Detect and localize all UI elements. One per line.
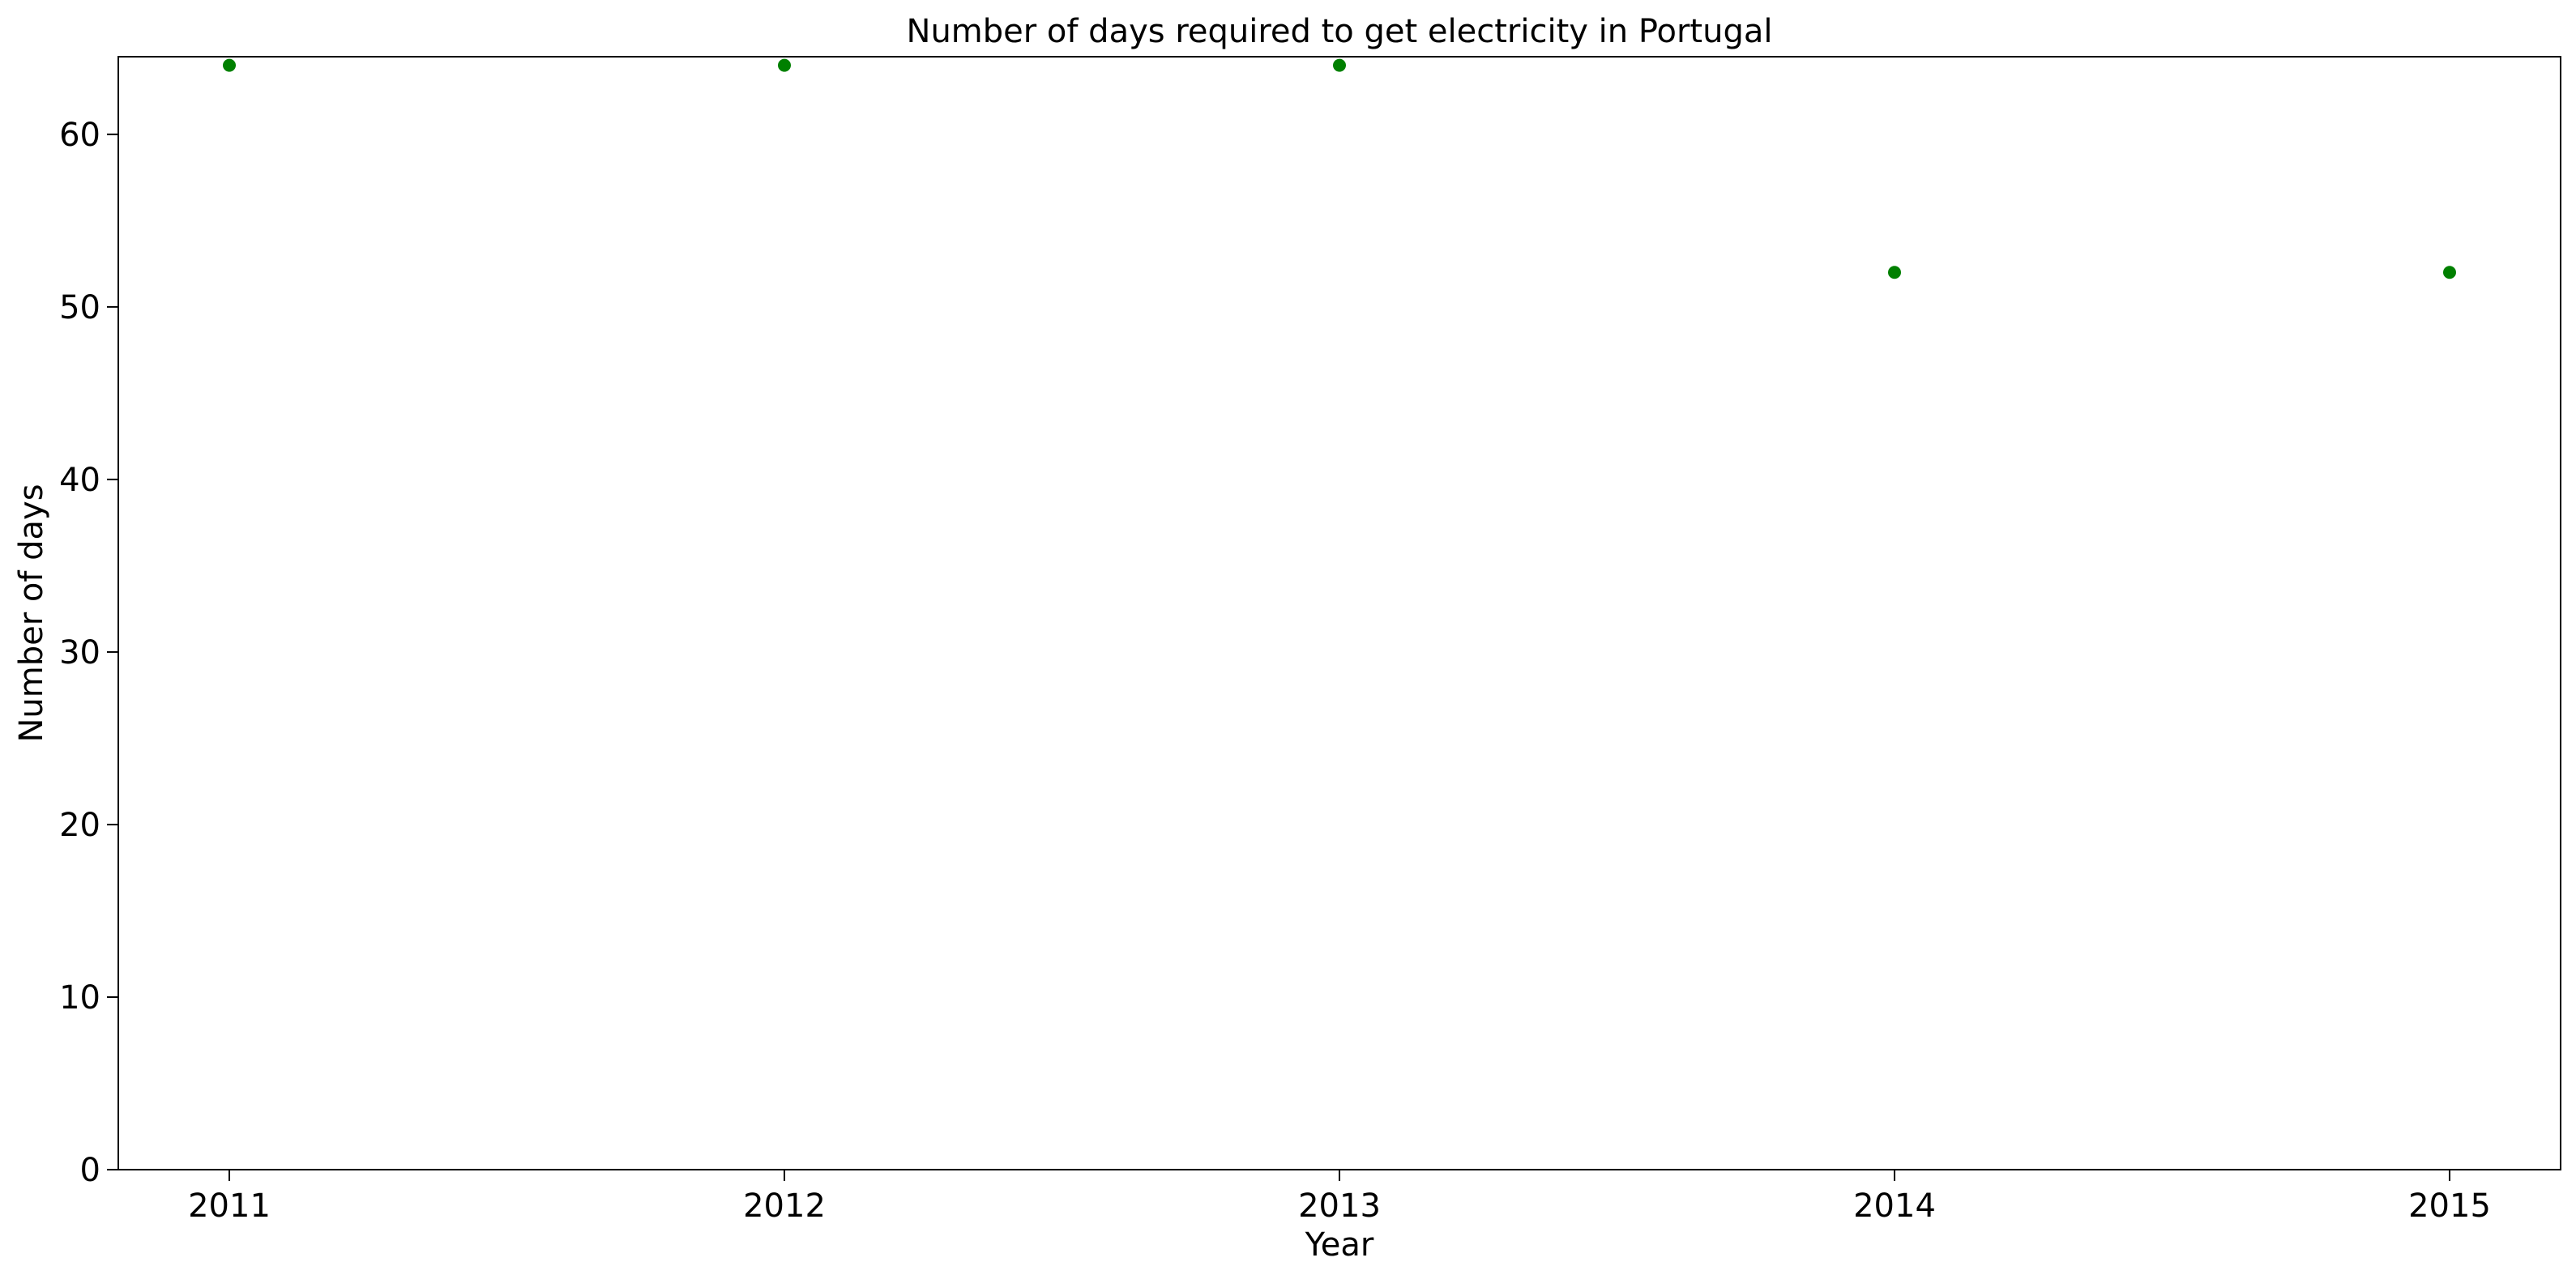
x-tick-label: 2011 bbox=[188, 1187, 271, 1225]
x-tick-label: 2014 bbox=[1853, 1187, 1936, 1225]
plot-area-frame bbox=[117, 56, 2561, 1170]
data-point bbox=[223, 58, 236, 72]
x-tick-label: 2013 bbox=[1298, 1187, 1381, 1225]
y-tick-label: 40 bbox=[59, 462, 100, 499]
data-points bbox=[223, 58, 2456, 279]
y-tick-label: 0 bbox=[80, 1152, 100, 1189]
x-tick-label: 2012 bbox=[743, 1187, 826, 1225]
x-axis-label: Year bbox=[1305, 1226, 1374, 1264]
chart-title: Number of days required to get electrici… bbox=[907, 13, 1773, 50]
y-tick-label: 20 bbox=[59, 807, 100, 844]
y-tick-label: 30 bbox=[59, 634, 100, 671]
y-tick-label: 10 bbox=[59, 979, 100, 1017]
y-axis-label: Number of days bbox=[13, 484, 50, 742]
y-axis: 0 10 20 30 40 50 60 bbox=[59, 117, 118, 1189]
data-point bbox=[1333, 58, 1346, 72]
data-point bbox=[778, 58, 791, 72]
data-point bbox=[2443, 266, 2456, 279]
x-axis: 2011 2012 2013 2014 2015 bbox=[188, 1170, 2491, 1225]
y-tick-label: 60 bbox=[59, 117, 100, 154]
data-point bbox=[1888, 266, 1901, 279]
y-tick-label: 50 bbox=[59, 289, 100, 326]
x-tick-label: 2015 bbox=[2408, 1187, 2491, 1225]
